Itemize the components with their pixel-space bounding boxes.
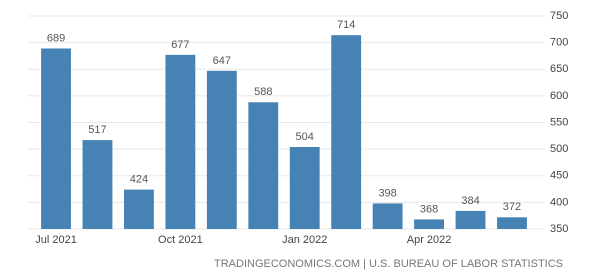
y-tick-label: 400 (550, 196, 568, 208)
bar (331, 35, 362, 229)
bar (165, 54, 196, 230)
x-tick-label: Jan 2022 (282, 234, 327, 246)
data-label: 368 (420, 203, 438, 215)
bar (497, 217, 527, 229)
y-tick-label: 650 (550, 63, 568, 75)
source-note: TRADINGECONOMICS.COM | U.S. BUREAU OF LA… (214, 258, 563, 270)
bar (414, 219, 444, 229)
bar (82, 140, 113, 229)
data-label: 689 (47, 32, 65, 44)
data-label: 424 (130, 174, 148, 186)
data-label: 517 (88, 124, 106, 136)
data-label: 714 (337, 19, 355, 31)
y-tick-label: 550 (550, 116, 568, 128)
x-tick-label: Jul 2021 (35, 234, 77, 246)
bar (372, 203, 403, 229)
data-label: 384 (461, 195, 479, 207)
bar (289, 146, 320, 229)
bar (124, 189, 154, 229)
x-tick-label: Apr 2022 (407, 234, 452, 246)
bar (206, 70, 237, 229)
y-tick-label: 350 (550, 223, 568, 235)
data-label: 372 (503, 201, 521, 213)
bar (455, 210, 486, 229)
y-tick-label: 600 (550, 90, 568, 102)
bar (248, 102, 279, 229)
x-tick-label: Oct 2021 (158, 234, 203, 246)
data-label: 504 (296, 131, 314, 143)
data-label: 588 (254, 86, 272, 98)
bar (41, 48, 71, 229)
data-label: 677 (171, 39, 189, 51)
data-label: 647 (213, 55, 231, 67)
y-tick-label: 750 (550, 10, 568, 22)
data-label: 398 (378, 187, 396, 199)
y-tick-label: 500 (550, 143, 568, 155)
y-tick-label: 700 (550, 37, 568, 49)
y-tick-label: 450 (550, 170, 568, 182)
